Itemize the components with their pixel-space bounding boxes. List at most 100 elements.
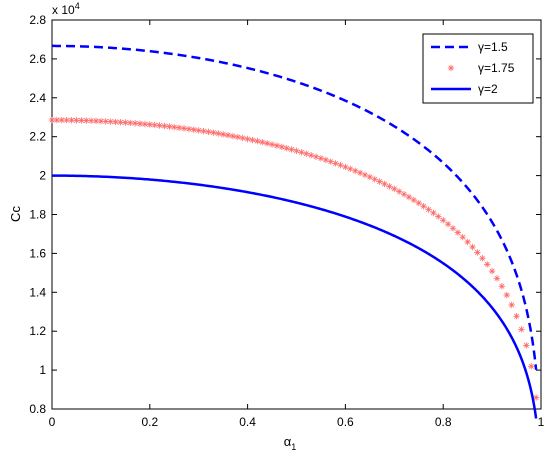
series-marker bbox=[361, 171, 369, 179]
series-marker bbox=[102, 118, 109, 125]
series-layer bbox=[48, 44, 540, 419]
series-marker bbox=[141, 120, 149, 128]
series-marker bbox=[337, 161, 344, 169]
y-tick-label: 2.8 bbox=[29, 13, 46, 27]
series-marker bbox=[278, 143, 286, 151]
y-axis-ticks: 0.8 1 1.2 1.4 1.6 1.8 2 2.2 2.4 2.6 2.8 bbox=[29, 13, 541, 416]
series-marker bbox=[371, 176, 378, 183]
y-multiplier: x 104 bbox=[52, 1, 80, 17]
series-marker bbox=[244, 135, 251, 143]
series-gamma-1-75-markers bbox=[48, 116, 540, 401]
x-axis-ticks: 0 0.2 0.4 0.6 0.8 1 bbox=[49, 20, 545, 429]
series-marker bbox=[391, 185, 398, 193]
series-marker bbox=[351, 167, 359, 175]
series-marker bbox=[484, 261, 491, 268]
series-marker bbox=[405, 193, 413, 201]
series-marker bbox=[190, 126, 198, 133]
y-axis-label: Cc bbox=[8, 206, 23, 222]
series-marker bbox=[493, 275, 501, 282]
series-gamma-2-line bbox=[52, 174, 538, 419]
series-marker bbox=[298, 149, 305, 156]
series-marker bbox=[430, 209, 437, 217]
series-marker bbox=[381, 180, 388, 188]
series-marker bbox=[151, 121, 158, 129]
y-tick-label: 1.6 bbox=[29, 246, 46, 260]
series-marker bbox=[259, 138, 266, 146]
series-marker bbox=[219, 131, 227, 138]
series-marker bbox=[440, 217, 447, 224]
series-marker bbox=[307, 152, 315, 159]
series-marker bbox=[386, 183, 393, 190]
series-marker bbox=[532, 394, 540, 401]
series-marker bbox=[479, 255, 486, 262]
series-marker bbox=[518, 326, 525, 333]
series-marker bbox=[210, 129, 217, 136]
series-marker bbox=[488, 267, 496, 275]
x-tick-label: 0.6 bbox=[337, 415, 354, 429]
y-tick-label: 2.4 bbox=[29, 91, 46, 105]
x-tick-label: 0 bbox=[49, 415, 56, 429]
legend: γ=1.5 γ=1.75 γ=2 bbox=[422, 33, 534, 104]
series-gamma-1-5-line bbox=[52, 44, 538, 370]
series-marker bbox=[146, 121, 153, 128]
y-tick-label: 1.8 bbox=[29, 208, 46, 222]
series-marker bbox=[376, 178, 383, 185]
x-axis-label-subscript: 1 bbox=[291, 442, 296, 452]
series-marker bbox=[366, 173, 374, 181]
x-axis-label: α1 bbox=[284, 434, 297, 452]
series-marker bbox=[224, 131, 232, 139]
series-marker bbox=[166, 123, 173, 130]
y-multiplier-exponent: 4 bbox=[75, 1, 80, 11]
series-marker bbox=[454, 229, 462, 236]
y-tick-label: 1.2 bbox=[29, 324, 46, 338]
series-marker bbox=[254, 137, 261, 145]
series-marker bbox=[498, 283, 506, 290]
series-marker bbox=[268, 141, 276, 148]
legend-label: γ=2 bbox=[478, 82, 498, 96]
series-marker bbox=[136, 120, 144, 127]
y-tick-label: 1 bbox=[39, 363, 46, 377]
series-marker bbox=[449, 225, 457, 232]
legend-item: γ=2 bbox=[431, 82, 498, 96]
series-marker bbox=[317, 155, 325, 162]
series-marker bbox=[156, 122, 163, 129]
series-marker bbox=[68, 117, 75, 124]
legend-label: γ=1.5 bbox=[478, 40, 508, 54]
legend-label: γ=1.75 bbox=[478, 61, 515, 75]
series-marker bbox=[459, 233, 466, 241]
series-marker bbox=[513, 312, 520, 320]
series-marker bbox=[528, 363, 535, 370]
series-marker bbox=[273, 142, 281, 149]
legend-box bbox=[422, 33, 534, 104]
series-marker bbox=[283, 145, 290, 152]
series-marker bbox=[464, 238, 471, 246]
series-marker bbox=[249, 136, 256, 144]
series-marker bbox=[322, 156, 330, 164]
series-marker bbox=[347, 165, 354, 173]
series-marker bbox=[312, 153, 320, 160]
series-marker bbox=[215, 130, 222, 137]
series-marker bbox=[239, 134, 246, 142]
series-marker bbox=[205, 128, 212, 136]
series-marker bbox=[342, 163, 349, 171]
x-tick-label: 1 bbox=[538, 415, 545, 429]
series-marker bbox=[175, 124, 183, 131]
y-tick-label: 2.6 bbox=[29, 52, 46, 66]
y-tick-label: 0.8 bbox=[29, 402, 46, 416]
series-marker bbox=[469, 243, 476, 251]
series-marker bbox=[122, 119, 129, 126]
series-marker bbox=[263, 140, 271, 147]
series-marker bbox=[503, 291, 510, 299]
series-marker bbox=[293, 147, 300, 155]
series-marker bbox=[185, 125, 193, 133]
series-marker bbox=[180, 125, 188, 132]
series-marker bbox=[356, 169, 364, 177]
series-marker bbox=[229, 132, 237, 140]
x-tick-label: 0.2 bbox=[141, 415, 158, 429]
x-axis-label-main: α bbox=[284, 434, 292, 449]
y-multiplier-prefix: x 10 bbox=[52, 3, 75, 17]
series-marker bbox=[288, 146, 295, 153]
series-marker bbox=[425, 206, 432, 213]
series-marker bbox=[332, 160, 339, 167]
